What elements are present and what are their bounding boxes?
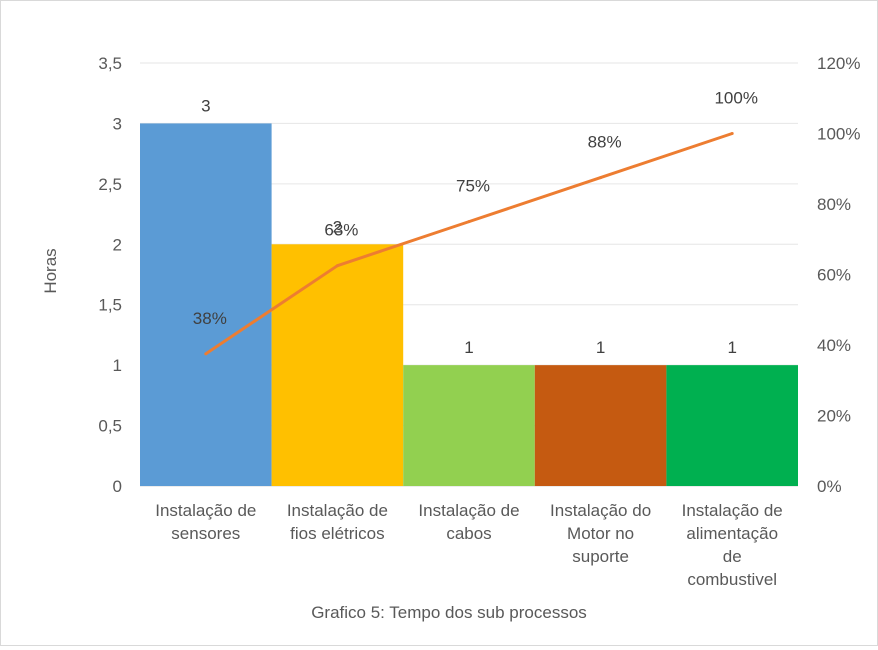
line-value-label: 38% (193, 309, 227, 328)
bar (534, 365, 667, 486)
category-label: cabos (446, 524, 491, 543)
category-label: combustivel (687, 570, 777, 589)
line-value-label: 100% (714, 89, 757, 108)
category-label: sensores (171, 524, 240, 543)
y2-tick-label: 120% (817, 54, 860, 73)
line-point (204, 352, 208, 356)
y-tick-label: 2,5 (98, 175, 122, 194)
line-point (599, 176, 603, 180)
line-data-labels: 38% 63% 75% 88% 100% (193, 89, 758, 328)
category-axis-labels: Instalação de sensores Instalação de fios e… (155, 501, 783, 589)
y2-tick-label: 100% (817, 125, 860, 144)
category-label: Instalação do (550, 501, 651, 520)
line-point (467, 220, 471, 224)
bar-value-label: 1 (464, 338, 473, 357)
category-label: fios elétricos (290, 524, 384, 543)
y-tick-label: 0 (113, 477, 122, 496)
bar-value-label: 3 (201, 96, 210, 115)
y-tick-label: 0,5 (98, 417, 122, 436)
bar (403, 365, 535, 486)
bar-value-label: 1 (727, 338, 736, 357)
category-label: alimentação (686, 524, 778, 543)
line-point (730, 132, 734, 135)
bar-value-label: 2 (333, 217, 342, 236)
y-tick-label: 1 (113, 356, 122, 375)
left-axis-ticks: 0 0,5 1 1,5 2 2,5 3 3,5 (98, 54, 122, 496)
bar-data-labels: 3 2 1 1 1 (201, 96, 737, 357)
y-axis-title: Horas (41, 248, 60, 293)
line-value-label: 88% (588, 133, 622, 152)
category-label: Instalação de (287, 501, 388, 520)
y-tick-label: 2 (113, 235, 122, 254)
bar (666, 365, 798, 486)
line-value-label: 63% (324, 221, 358, 240)
category-label: Motor no (567, 524, 634, 543)
line-value-label: 75% (456, 177, 490, 196)
right-axis-ticks: 0% 20% 40% 60% 80% 100% 120% (817, 54, 860, 496)
bar (140, 123, 272, 486)
bar-series (140, 123, 798, 486)
category-label: de (723, 547, 742, 566)
y2-tick-label: 40% (817, 336, 851, 355)
bar (271, 244, 404, 486)
category-label: Instalação de (682, 501, 783, 520)
y2-tick-label: 80% (817, 195, 851, 214)
y2-tick-label: 0% (817, 477, 842, 496)
bar-value-label: 1 (596, 338, 605, 357)
y-tick-label: 3,5 (98, 54, 122, 73)
y2-tick-label: 60% (817, 266, 851, 285)
category-label: Instalação de (155, 501, 256, 520)
cumulative-line-series (204, 132, 734, 356)
y-tick-label: 3 (113, 114, 122, 133)
line-point (335, 264, 339, 268)
category-label: suporte (572, 547, 629, 566)
category-label: Instalação de (418, 501, 519, 520)
y-tick-label: 1,5 (98, 296, 122, 315)
y2-tick-label: 20% (817, 407, 851, 426)
chart-caption: Grafico 5: Tempo dos sub processos (311, 603, 587, 622)
